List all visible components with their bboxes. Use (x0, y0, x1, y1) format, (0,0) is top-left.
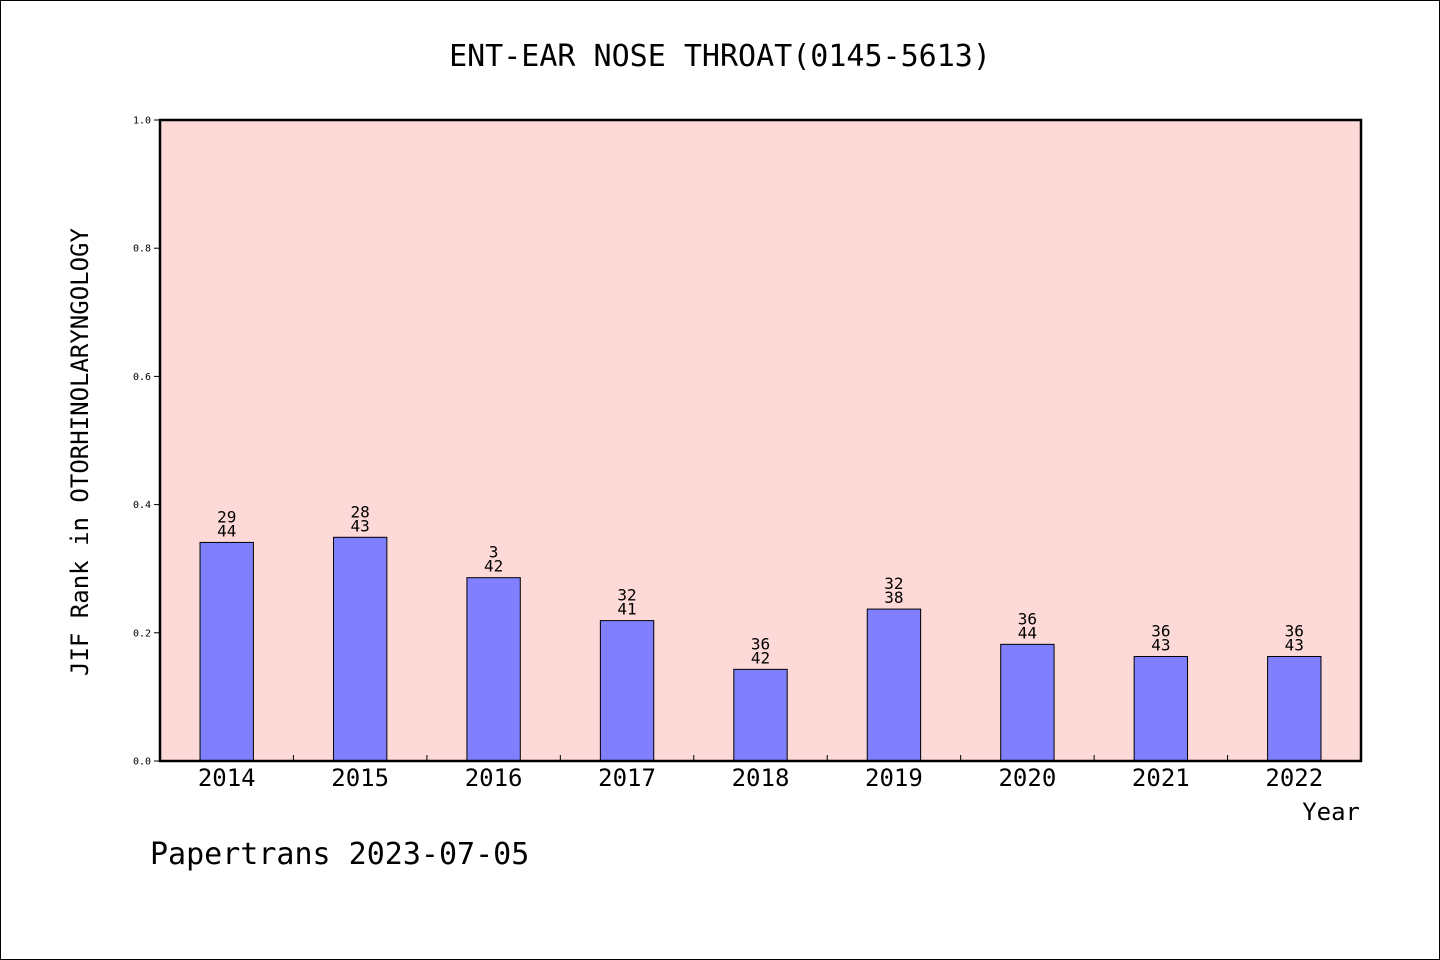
y-tick-label: 0.4 (133, 500, 151, 511)
x-tick-label: 2015 (331, 764, 389, 792)
bar-2018 (733, 668, 788, 762)
plot-border (158, 118, 1363, 763)
x-tick-label: 2017 (598, 764, 656, 792)
x-tick-label: 2014 (198, 764, 256, 792)
bar-2017 (599, 620, 655, 762)
y-tick-label: 0.0 (133, 757, 151, 768)
x-axis-ticks: 2014 2015 2016 2017 2018 2019 2020 2021 2022 (198, 755, 1323, 792)
bar-rank-label: 28 (351, 502, 370, 521)
bar-2021 (1133, 656, 1189, 762)
bar-total-label: 43 (1285, 636, 1304, 655)
bar-total-label: 42 (751, 648, 770, 667)
x-axis-label: Year (1302, 798, 1360, 826)
y-tick-label: 1.0 (133, 116, 151, 127)
bar-rank-label: 36 (1018, 609, 1037, 628)
x-tick-label: 2022 (1265, 764, 1323, 792)
bar-total-label: 44 (217, 521, 236, 540)
bar-rank-label: 32 (884, 574, 903, 593)
y-axis-label: JIF Rank in OTORHINOLARYNGOLOGY (66, 227, 94, 675)
bar-rank-label: 29 (217, 507, 236, 526)
bar-rank-label: 3 (489, 543, 499, 562)
x-tick-label: 2021 (1132, 764, 1190, 792)
y-axis-ticks: 0.0 0.2 0.4 0.6 0.8 1.0 (133, 116, 160, 768)
bar-2014 (199, 541, 254, 762)
x-tick-label: 2016 (465, 764, 523, 792)
x-tick-label: 2018 (732, 764, 790, 792)
bar-total-label: 43 (351, 516, 370, 535)
bar-total-label: 43 (1151, 636, 1170, 655)
x-tick-label: 2020 (998, 764, 1056, 792)
bar-rank-label: 36 (1151, 622, 1170, 641)
bar-total-label: 42 (484, 557, 503, 576)
y-tick-label: 0.8 (133, 244, 151, 255)
bar-2016 (466, 577, 521, 762)
bar-2015 (332, 536, 388, 762)
bar-2020 (1000, 643, 1055, 762)
x-tick-label: 2019 (865, 764, 923, 792)
y-tick-label: 0.2 (133, 628, 151, 639)
bar-total-label: 44 (1018, 623, 1037, 642)
bar-total-label: 38 (884, 588, 903, 607)
bar-rank-label: 32 (617, 586, 636, 605)
y-tick-label: 0.6 (133, 372, 151, 383)
footer-watermark: Papertrans 2023-07-05 (150, 837, 529, 872)
chart-title: ENT-EAR NOSE THROAT(0145-5613) (449, 39, 991, 74)
bar-rank-label: 36 (751, 634, 770, 653)
bar-2022 (1267, 656, 1322, 762)
bar-rank-label: 36 (1285, 622, 1304, 641)
bars-group (199, 536, 1322, 762)
bar-total-label: 41 (617, 600, 636, 619)
bar-2019 (866, 608, 922, 762)
